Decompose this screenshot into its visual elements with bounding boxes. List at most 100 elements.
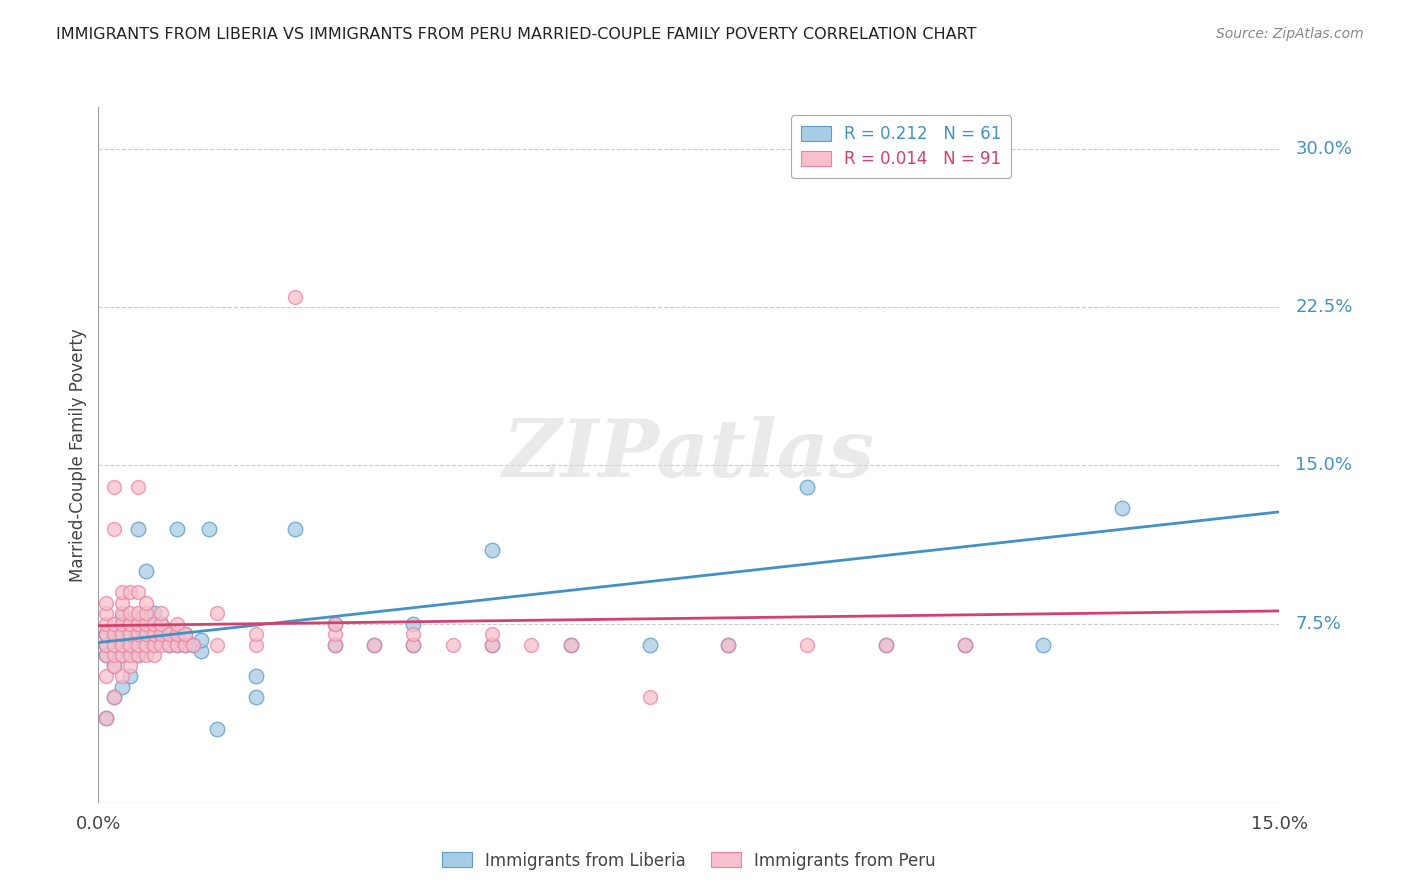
- Point: [323, 616, 346, 631]
- Point: [174, 638, 197, 652]
- Point: [111, 595, 134, 609]
- Point: [135, 627, 157, 641]
- Point: [560, 638, 582, 652]
- Point: [103, 648, 125, 663]
- Point: [402, 638, 425, 652]
- Point: [111, 606, 134, 620]
- Point: [118, 638, 141, 652]
- Point: [181, 638, 204, 652]
- Point: [96, 638, 118, 652]
- Point: [142, 627, 165, 641]
- Point: [875, 638, 897, 652]
- Point: [103, 627, 125, 641]
- Point: [150, 632, 173, 646]
- Point: [111, 638, 134, 652]
- Point: [205, 722, 228, 736]
- Point: [1032, 638, 1054, 652]
- Point: [150, 606, 173, 620]
- Point: [127, 648, 149, 663]
- Point: [127, 606, 149, 620]
- Point: [638, 638, 661, 652]
- Point: [1111, 500, 1133, 515]
- Point: [111, 648, 134, 663]
- Point: [953, 638, 976, 652]
- Point: [111, 610, 134, 624]
- Point: [481, 627, 503, 641]
- Point: [96, 711, 118, 725]
- Point: [142, 638, 165, 652]
- Text: IMMIGRANTS FROM LIBERIA VS IMMIGRANTS FROM PERU MARRIED-COUPLE FAMILY POVERTY CO: IMMIGRANTS FROM LIBERIA VS IMMIGRANTS FR…: [56, 27, 977, 42]
- Point: [481, 638, 503, 652]
- Point: [402, 638, 425, 652]
- Point: [96, 711, 118, 725]
- Text: ZIPatlas: ZIPatlas: [503, 417, 875, 493]
- Point: [323, 638, 346, 652]
- Point: [205, 638, 228, 652]
- Point: [111, 616, 134, 631]
- Point: [96, 648, 118, 663]
- Point: [111, 627, 134, 641]
- Point: [166, 616, 188, 631]
- Point: [96, 627, 118, 641]
- Point: [135, 595, 157, 609]
- Point: [111, 648, 134, 663]
- Point: [245, 638, 267, 652]
- Point: [103, 638, 125, 652]
- Point: [166, 627, 188, 641]
- Point: [103, 627, 125, 641]
- Point: [142, 648, 165, 663]
- Y-axis label: Married-Couple Family Poverty: Married-Couple Family Poverty: [69, 328, 87, 582]
- Point: [205, 606, 228, 620]
- Point: [166, 638, 188, 652]
- Point: [157, 623, 180, 637]
- Point: [150, 638, 173, 652]
- Point: [118, 616, 141, 631]
- Point: [150, 616, 173, 631]
- Point: [441, 638, 464, 652]
- Point: [127, 648, 149, 663]
- Point: [111, 638, 134, 652]
- Point: [157, 638, 180, 652]
- Point: [96, 627, 118, 641]
- Point: [96, 616, 118, 631]
- Point: [118, 658, 141, 673]
- Point: [103, 522, 125, 536]
- Text: 7.5%: 7.5%: [1295, 615, 1341, 632]
- Point: [118, 627, 141, 641]
- Point: [135, 627, 157, 641]
- Point: [111, 627, 134, 641]
- Point: [118, 585, 141, 599]
- Point: [166, 627, 188, 641]
- Point: [323, 616, 346, 631]
- Point: [717, 638, 740, 652]
- Point: [96, 669, 118, 683]
- Point: [481, 542, 503, 557]
- Point: [103, 690, 125, 705]
- Point: [166, 638, 188, 652]
- Point: [135, 616, 157, 631]
- Text: 15.0%: 15.0%: [1295, 457, 1353, 475]
- Point: [118, 648, 141, 663]
- Point: [363, 638, 385, 652]
- Point: [127, 585, 149, 599]
- Point: [481, 638, 503, 652]
- Point: [197, 522, 219, 536]
- Point: [127, 627, 149, 641]
- Point: [150, 616, 173, 631]
- Point: [135, 638, 157, 652]
- Point: [402, 627, 425, 641]
- Point: [127, 522, 149, 536]
- Point: [560, 638, 582, 652]
- Point: [96, 606, 118, 620]
- Point: [190, 633, 212, 648]
- Point: [520, 638, 543, 652]
- Legend: Immigrants from Liberia, Immigrants from Peru: Immigrants from Liberia, Immigrants from…: [433, 843, 945, 878]
- Point: [323, 627, 346, 641]
- Point: [96, 638, 118, 652]
- Point: [118, 606, 141, 620]
- Point: [103, 658, 125, 673]
- Point: [103, 479, 125, 493]
- Point: [127, 616, 149, 631]
- Point: [166, 522, 188, 536]
- Point: [284, 290, 307, 304]
